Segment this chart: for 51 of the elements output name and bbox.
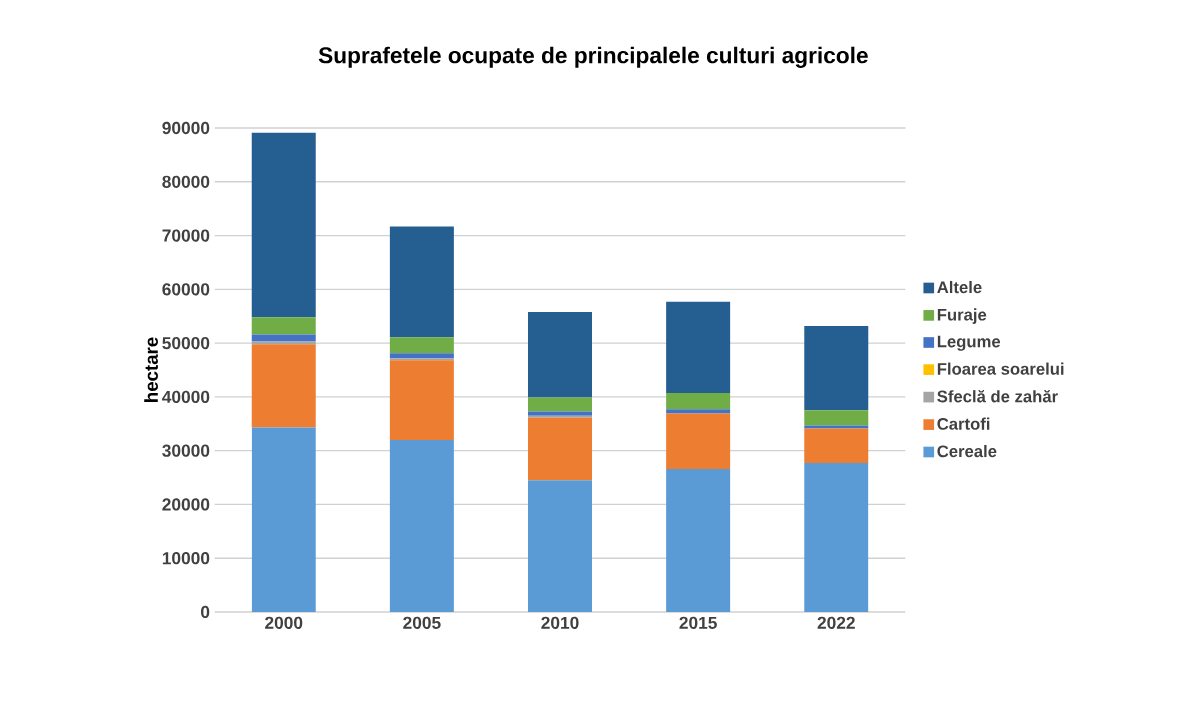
x-tick-label: 2005 xyxy=(403,616,441,630)
bar xyxy=(528,397,592,412)
x-tick-label: 2000 xyxy=(265,616,303,630)
y-tick-label: 80000 xyxy=(162,175,210,189)
bar xyxy=(251,344,316,428)
bar xyxy=(666,301,731,394)
bar xyxy=(389,337,454,354)
bar xyxy=(251,341,316,345)
bar xyxy=(528,480,592,613)
bar xyxy=(804,463,869,613)
chart-title: Suprafetele ocupate de principalele culturi agricole xyxy=(318,46,868,69)
legend-label: Furaje xyxy=(937,308,987,325)
y-tick-label: 70000 xyxy=(162,229,210,242)
bar xyxy=(804,410,869,426)
bar xyxy=(804,326,869,411)
bar xyxy=(666,413,731,470)
y-tick-label: 20000 xyxy=(162,498,210,511)
bar xyxy=(389,358,454,361)
bar xyxy=(528,415,592,419)
y-tick-label: 30000 xyxy=(162,444,210,457)
bar xyxy=(389,226,454,338)
bar xyxy=(804,425,869,429)
legend-label: Altele xyxy=(937,281,982,294)
legend-label: Cartofi xyxy=(937,417,990,430)
x-tick-label: 2010 xyxy=(541,616,579,630)
bar xyxy=(528,411,592,416)
bar xyxy=(666,393,731,410)
bar xyxy=(251,133,316,318)
x-tick-label: 2015 xyxy=(679,616,717,630)
bar xyxy=(389,360,454,441)
legend-label: Cereale xyxy=(937,445,997,458)
y-tick-label: 90000 xyxy=(162,122,210,135)
legend-label: Floarea soarelui xyxy=(937,362,1064,375)
legend-label: Legume xyxy=(937,335,1001,351)
y-tick-label: 40000 xyxy=(162,390,210,404)
legend-label: Sfeclă de zahăr xyxy=(937,390,1058,403)
bar xyxy=(528,312,592,398)
bar xyxy=(804,428,869,464)
y-tick-label: 10000 xyxy=(162,552,210,565)
x-tick-label: 2022 xyxy=(817,616,855,630)
y-tick-label: 60000 xyxy=(162,283,210,296)
y-tick-label: 0 xyxy=(201,606,210,619)
bar xyxy=(528,418,592,481)
y-axis-title: hectare xyxy=(144,337,158,403)
bar xyxy=(666,469,731,613)
y-tick-label: 50000 xyxy=(162,337,210,350)
bar xyxy=(666,409,731,414)
bar xyxy=(251,317,316,335)
bar xyxy=(389,353,454,359)
bar xyxy=(389,440,454,613)
bar xyxy=(251,427,316,613)
